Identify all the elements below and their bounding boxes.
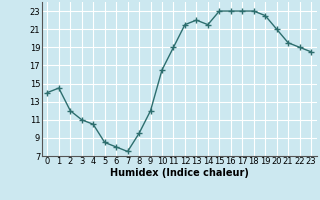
X-axis label: Humidex (Indice chaleur): Humidex (Indice chaleur) (110, 168, 249, 178)
